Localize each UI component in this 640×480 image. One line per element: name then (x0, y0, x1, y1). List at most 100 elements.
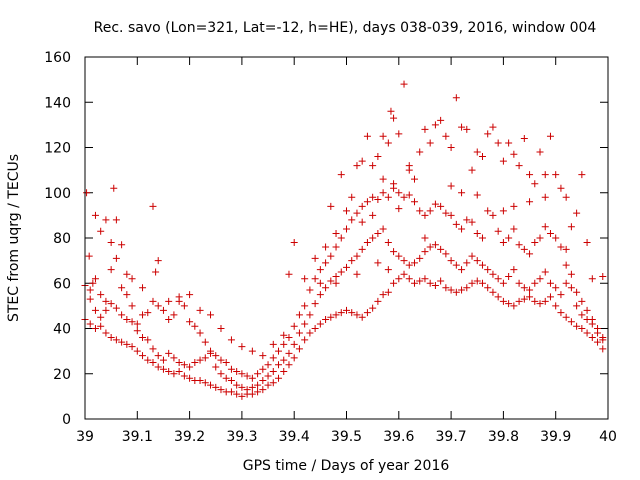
data-point-extra-tracks (264, 372, 272, 380)
data-point-middle-arc (295, 311, 303, 319)
data-point-upper-arc (499, 157, 507, 165)
data-point-lower-arc (458, 286, 466, 294)
data-point-middle-arc (196, 329, 204, 337)
data-point-extra-tracks (186, 363, 194, 371)
data-point-extra-tracks (191, 358, 199, 366)
data-point-extra-tracks (536, 275, 544, 283)
data-point-middle-arc (567, 270, 575, 278)
data-point-middle-arc (159, 306, 167, 314)
data-point-lower-arc (254, 388, 262, 396)
data-point-middle-arc (238, 370, 246, 378)
data-point-extra-tracks (374, 259, 382, 267)
data-point-upper-arc (437, 116, 445, 124)
data-point-extra-tracks (421, 234, 429, 242)
x-tick-label: 39 (76, 429, 94, 445)
data-point-upper-arc (259, 352, 267, 360)
data-point-middle-arc (437, 202, 445, 210)
data-point-middle-arc (526, 250, 534, 258)
data-point-lower-arc (170, 370, 178, 378)
y-tick-label: 0 (62, 412, 71, 428)
data-point-lower-arc (447, 286, 455, 294)
x-tick-label: 39.6 (383, 429, 414, 445)
y-tick-label: 140 (44, 95, 71, 111)
data-point-upper-arc (363, 132, 371, 140)
data-point-lower-arc (207, 381, 215, 389)
data-point-extra-tracks (133, 327, 141, 335)
data-point-extra-tracks (531, 279, 539, 287)
data-point-lower-arc (128, 343, 136, 351)
data-point-extra-tracks (499, 207, 507, 215)
data-point-upper-arc (515, 162, 523, 170)
data-point-middle-arc (416, 207, 424, 215)
data-point-middle-arc (316, 266, 324, 274)
data-point-extra-tracks (306, 311, 314, 319)
data-point-lower-arc (91, 325, 99, 332)
data-point-lower-arc (478, 279, 486, 287)
data-point-upper-arc (196, 306, 204, 314)
data-point-upper-arc (505, 139, 513, 147)
data-point-extra-tracks (358, 218, 366, 226)
data-point-lower-arc (379, 291, 387, 299)
data-point-middle-arc (343, 225, 350, 233)
data-point-upper-arc (599, 272, 607, 280)
data-point-upper-arc (374, 153, 382, 161)
data-point-extra-tracks (526, 286, 534, 294)
y-tick-label: 120 (44, 141, 71, 157)
data-point-lower-arc (562, 313, 570, 321)
data-point-extra-tracks (233, 381, 241, 389)
data-point-upper-arc (458, 123, 466, 131)
data-point-upper-arc (322, 243, 330, 251)
data-point-upper-arc (531, 180, 539, 188)
data-point-upper-arc (546, 132, 554, 140)
data-point-lower-arc (583, 329, 591, 337)
data-point-lower-arc (327, 313, 335, 321)
data-point-extra-tracks (437, 245, 445, 253)
data-point-extra-tracks (353, 270, 361, 278)
data-point-upper-arc (280, 331, 288, 339)
data-point-extra-tracks (405, 166, 413, 174)
data-point-upper-arc (238, 343, 246, 351)
data-point-lower-arc (421, 275, 429, 283)
data-point-middle-arc (552, 234, 560, 242)
data-point-extra-tracks (546, 279, 554, 287)
data-point-lower-arc (238, 392, 246, 400)
data-point-middle-arc (186, 318, 194, 326)
data-point-extra-tracks (217, 370, 225, 378)
data-point-upper-arc (387, 107, 395, 115)
data-point-extra-tracks (144, 336, 152, 344)
data-point-upper-arc (416, 148, 424, 156)
data-point-middle-arc (473, 229, 481, 237)
data-point-extra-tracks (369, 234, 377, 242)
data-point-lower-arc (452, 288, 460, 296)
data-point-middle-arc (128, 318, 136, 326)
data-point-lower-arc (557, 309, 565, 317)
data-point-upper-arc (217, 325, 225, 332)
data-point-extra-tracks (118, 284, 126, 292)
data-point-upper-arc (123, 270, 131, 278)
data-point-upper-arc (478, 153, 486, 161)
data-point-upper-arc (395, 130, 403, 138)
data-point-middle-arc (489, 211, 497, 219)
data-point-upper-arc (343, 207, 350, 215)
data-point-extra-tracks (97, 313, 105, 321)
data-point-upper-arc (332, 229, 340, 237)
data-point-lower-arc (348, 309, 356, 317)
data-point-extra-tracks (201, 354, 209, 362)
data-point-extra-tracks (583, 315, 591, 323)
x-tick-label: 39.9 (540, 429, 571, 445)
data-point-lower-arc (269, 379, 277, 387)
data-point-middle-arc (463, 216, 471, 224)
data-point-upper-arc (165, 297, 173, 305)
data-point-upper-arc (358, 157, 366, 165)
data-point-upper-arc (311, 254, 319, 262)
data-point-lower-arc (599, 345, 607, 353)
data-point-lower-arc (144, 356, 152, 364)
data-point-upper-arc (369, 162, 377, 170)
data-point-extra-tracks (520, 284, 528, 292)
data-point-extra-tracks (510, 202, 518, 210)
data-point-extra-tracks (165, 349, 173, 357)
data-point-extra-tracks (578, 311, 586, 319)
data-point-middle-arc (426, 207, 434, 215)
data-point-lower-arc (133, 347, 141, 355)
data-point-lower-arc (578, 325, 586, 332)
